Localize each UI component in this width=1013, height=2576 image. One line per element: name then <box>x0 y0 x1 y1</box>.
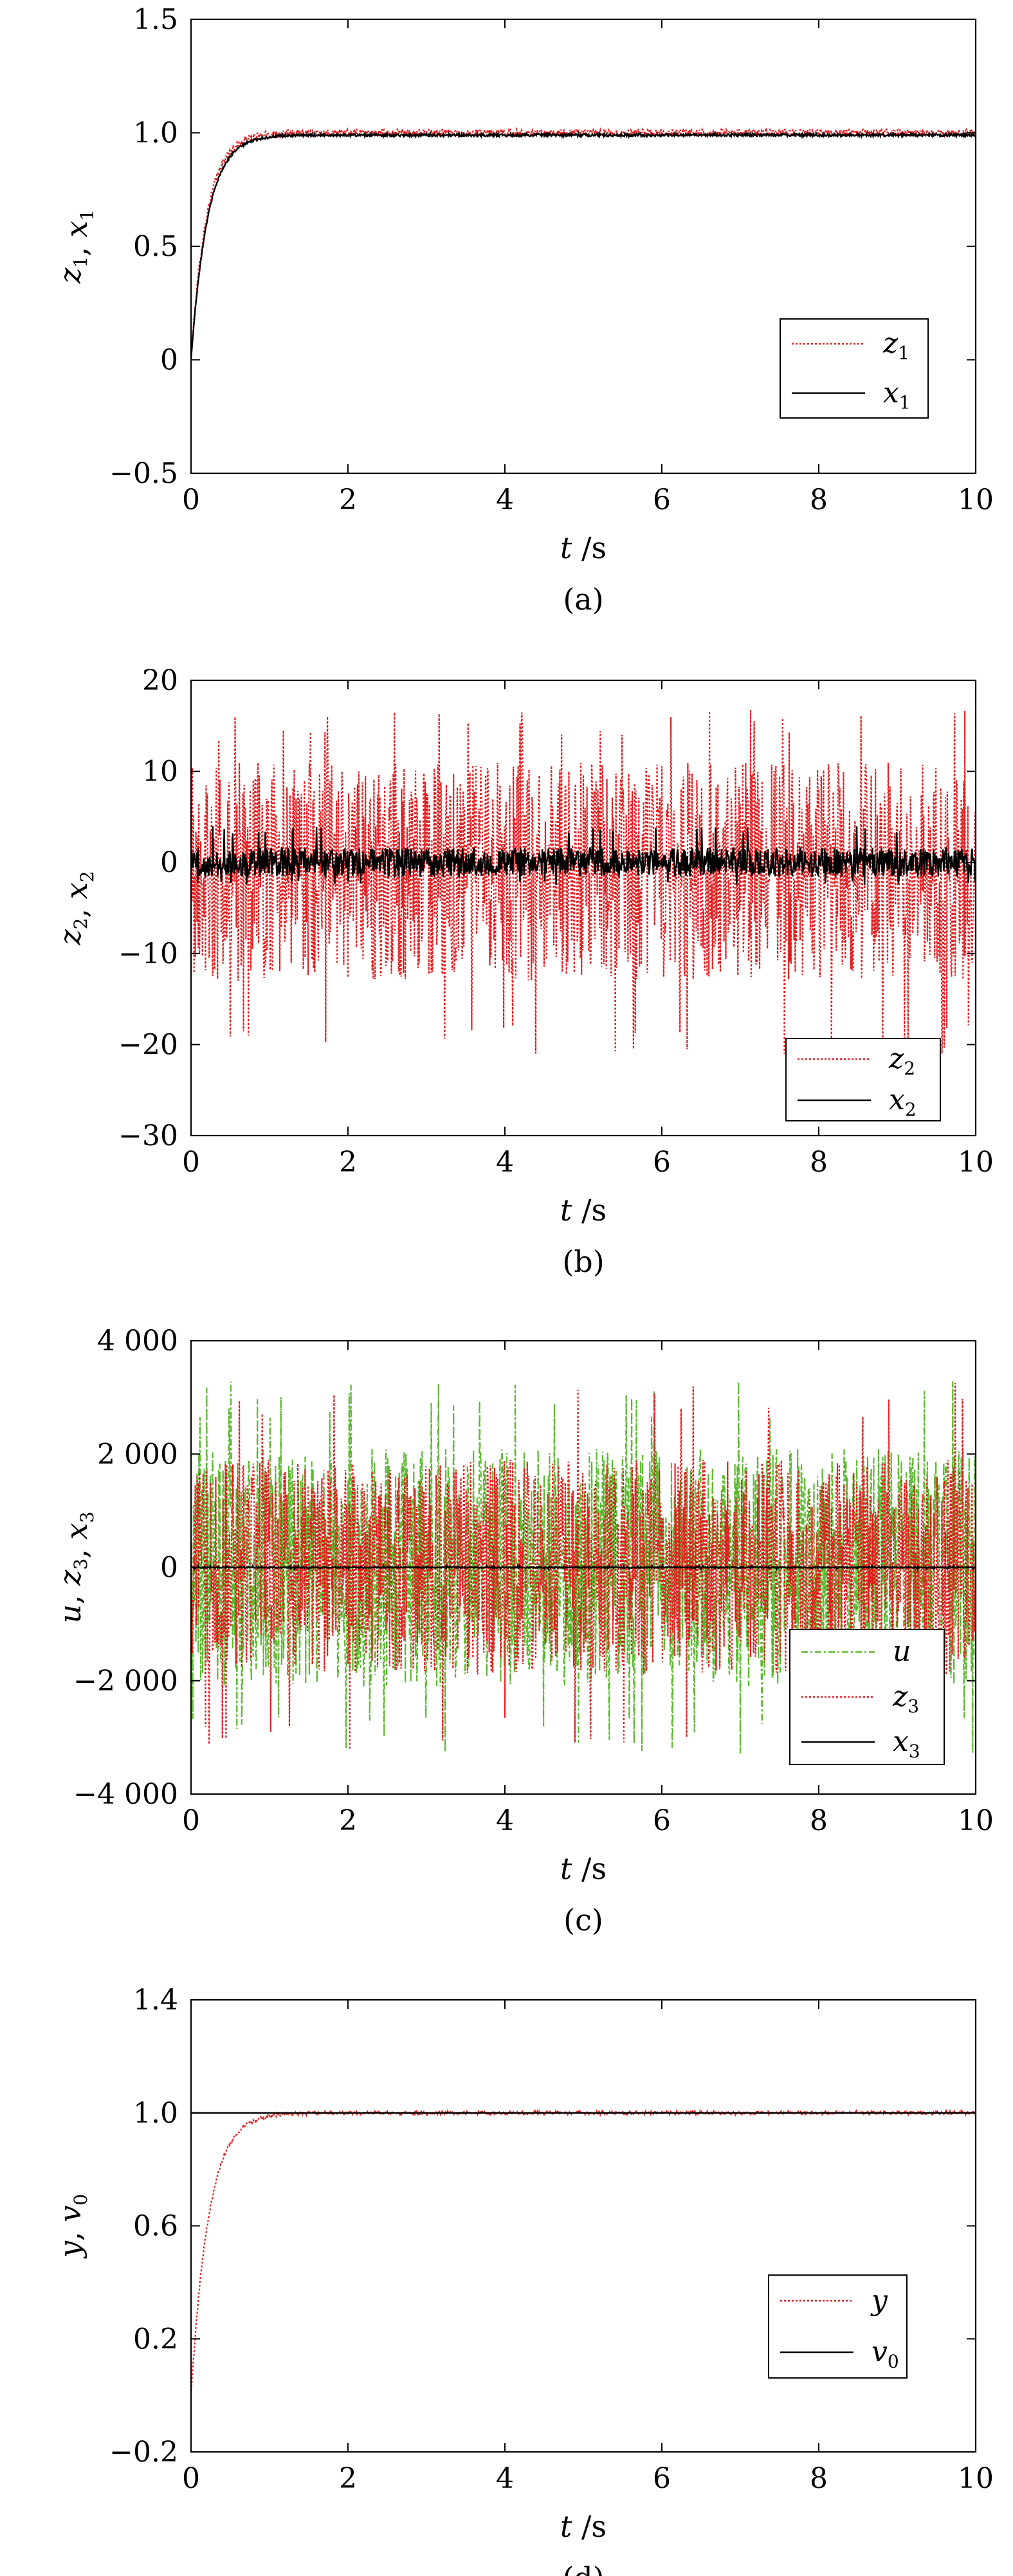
plot-area <box>191 2108 976 2395</box>
y-tick-label: 1.4 <box>133 1984 178 2017</box>
panel-caption: (a) <box>563 582 603 617</box>
x-axis-label: t /s <box>560 531 607 565</box>
y-tick-label: 0 <box>160 846 178 879</box>
plot-area <box>191 710 976 1054</box>
legend-label-z1: z1 <box>882 327 909 364</box>
legend-label-z2: z2 <box>888 1042 915 1079</box>
y-tick-label: −0.2 <box>109 2436 178 2469</box>
y-tick-label: −20 <box>118 1028 178 1061</box>
panel-caption: (b) <box>562 1244 604 1279</box>
x-tick-label: 8 <box>810 2462 828 2495</box>
y-tick-label: 1.0 <box>133 2097 178 2130</box>
y-axis-label: y, v0 <box>53 2194 91 2259</box>
legend-label-y: y <box>870 2284 888 2317</box>
x-tick-label: 4 <box>496 1146 514 1179</box>
chart-panel-3: 0 2 4 6 8 10 −4 000 −2 000 0 2 000 4 000 t /s (c) u, … <box>53 1325 994 1937</box>
x-tick-label: 2 <box>339 2462 357 2495</box>
x-tick-label: 0 <box>182 1146 200 1179</box>
legend-label-z3: z3 <box>892 1680 919 1717</box>
y-tick-label: −10 <box>118 938 178 970</box>
x-tick-label: 6 <box>653 1146 671 1179</box>
legend-box <box>785 1038 941 1121</box>
legend-box <box>780 318 929 419</box>
x-tick-label: 6 <box>653 484 671 516</box>
x-tick-label: 8 <box>810 1146 828 1179</box>
plot-area <box>191 127 976 359</box>
series-line-u <box>191 1381 976 1754</box>
x-tick-label: 2 <box>339 1146 357 1179</box>
x-tick-label: 2 <box>339 1804 357 1837</box>
series-line-x1 <box>191 131 976 359</box>
y-axis-label: z2, x2 <box>53 871 98 945</box>
legend-box <box>768 2274 908 2379</box>
axes-frame <box>190 1999 977 2453</box>
series-line-z2 <box>191 710 976 1054</box>
y-tick-label: 4 000 <box>97 1325 178 1357</box>
x-tick-label: 6 <box>653 2462 671 2495</box>
y-tick-label: −0.5 <box>109 457 178 490</box>
y-tick-label: 0.2 <box>133 2323 178 2355</box>
panel-caption: (c) <box>563 1903 603 1937</box>
axes-frame <box>190 679 977 1137</box>
y-tick-label: 1.0 <box>133 117 178 150</box>
x-tick-label: 10 <box>958 484 994 516</box>
legend-label-v0: v0 <box>872 2336 899 2372</box>
x-tick-label: 0 <box>182 2462 200 2495</box>
legend-label-x2: x2 <box>889 1084 917 1120</box>
x-axis-label: t /s <box>560 2509 607 2544</box>
x-tick-label: 4 <box>496 484 514 516</box>
y-tick-label: 0 <box>160 344 178 377</box>
y-tick-label: −4 000 <box>73 1778 178 1811</box>
series-line-x2 <box>191 826 976 885</box>
x-axis-label: t /s <box>560 1193 607 1228</box>
x-tick-label: 10 <box>958 1804 994 1837</box>
x-tick-label: 8 <box>810 484 828 516</box>
y-tick-label: 1.5 <box>133 3 178 36</box>
legend-label-x1: x1 <box>883 377 911 413</box>
x-axis-label: t /s <box>560 1851 607 1886</box>
x-tick-label: 0 <box>182 484 200 516</box>
x-tick-label: 4 <box>496 2462 514 2495</box>
panel-caption: (d) <box>562 2561 604 2576</box>
y-tick-label: 0.5 <box>133 230 178 263</box>
x-tick-label: 10 <box>958 2462 994 2495</box>
x-tick-label: 2 <box>339 484 357 516</box>
x-tick-label: 0 <box>182 1804 200 1837</box>
chart-panel-4: 0 2 4 6 8 10 −0.2 0.2 0.6 1.0 1.4 t /s (d) y, v0 y v0 <box>53 1984 994 2576</box>
y-axis-label: z1, x1 <box>53 209 98 284</box>
x-tick-label: 6 <box>653 1804 671 1837</box>
series-line-x3 <box>191 1563 976 1572</box>
y-tick-label: −30 <box>118 1120 178 1152</box>
legend: y v0 <box>768 2274 908 2379</box>
y-tick-label: −2 000 <box>73 1665 178 1698</box>
x-tick-label: 4 <box>496 1804 514 1837</box>
legend-label-u: u <box>893 1635 911 1668</box>
legend: u z3 x3 <box>789 1629 945 1765</box>
y-tick-label: 20 <box>142 664 178 697</box>
x-tick-label: 8 <box>810 1804 828 1837</box>
y-tick-label: 0 <box>160 1552 178 1584</box>
legend-label-x3: x3 <box>893 1725 920 1762</box>
y-tick-label: 0.6 <box>133 2210 178 2243</box>
y-axis-label: u, z3, x3 <box>53 1512 98 1624</box>
x-tick-label: 10 <box>958 1146 994 1179</box>
y-tick-label: 2 000 <box>97 1438 178 1471</box>
y-tick-label: 10 <box>142 756 178 788</box>
